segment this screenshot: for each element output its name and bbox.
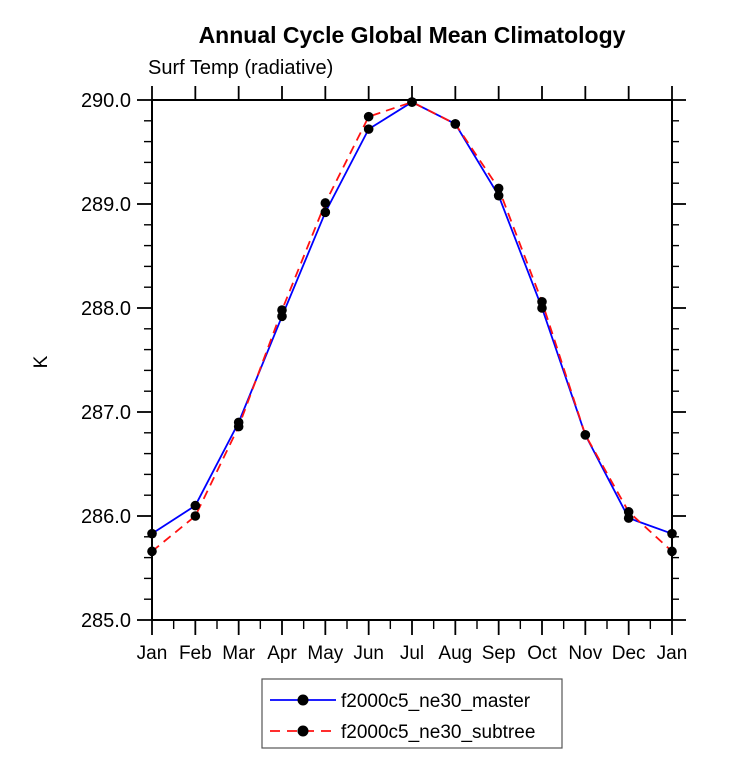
x-tick-label: Jan xyxy=(657,643,688,664)
legend-marker-icon xyxy=(297,725,309,737)
data-point-marker xyxy=(537,296,547,307)
data-point-marker xyxy=(233,421,244,432)
y-tick-label: 285.0 xyxy=(81,610,131,632)
data-point-marker xyxy=(623,507,634,517)
y-tick-label: 288.0 xyxy=(81,298,131,320)
y-axis-label: K xyxy=(31,355,52,368)
x-tick-label: Jun xyxy=(353,643,384,664)
series-line-f2000c5_ne30_master xyxy=(151,101,673,535)
data-point-marker xyxy=(190,500,201,511)
data-point-marker xyxy=(363,124,374,134)
data-point-marker xyxy=(147,546,157,557)
x-tick-label: Apr xyxy=(267,643,297,664)
data-point-marker xyxy=(493,183,504,194)
x-tick-label: Oct xyxy=(527,643,557,664)
y-tick-label: 289.0 xyxy=(81,194,131,216)
data-point-marker xyxy=(407,97,417,107)
x-tick-label: Jan xyxy=(137,643,168,664)
data-point-marker xyxy=(190,511,201,521)
legend-label-master: f2000c5_ne30_master xyxy=(341,691,531,712)
x-tick-label: Mar xyxy=(222,643,255,664)
chart-subtitle: Surf Temp (radiative) xyxy=(148,57,334,79)
x-tick-label: Aug xyxy=(438,643,472,664)
axis-frame xyxy=(151,99,673,621)
data-point-marker xyxy=(363,111,374,122)
data-point-marker xyxy=(147,528,157,539)
data-point-marker xyxy=(320,198,331,208)
legend-box xyxy=(261,678,563,749)
legend-marker-icon xyxy=(297,694,309,706)
data-point-marker xyxy=(277,305,287,315)
y-tick-label: 286.0 xyxy=(81,506,131,528)
chart-title: Annual Cycle Global Mean Climatology xyxy=(198,22,626,48)
x-tick-label: Sep xyxy=(482,643,516,664)
y-tick-label: 290.0 xyxy=(81,90,131,112)
plot-area: 285.0 286.0 287.0 288.0 289.0 290.0 Jan Feb Mar A… xyxy=(81,86,687,664)
x-tick-label: Nov xyxy=(568,643,602,664)
x-tick-label: Dec xyxy=(612,643,646,664)
x-tick-label: May xyxy=(307,643,343,664)
data-point-marker xyxy=(667,546,677,557)
data-point-marker xyxy=(450,119,461,129)
data-point-marker xyxy=(320,207,331,218)
x-tick-label: Jul xyxy=(400,643,424,664)
data-point-marker xyxy=(667,528,677,539)
data-point-marker xyxy=(580,430,591,440)
data-point-marker xyxy=(493,190,504,201)
legend-label-subtree: f2000c5_ne30_subtree xyxy=(341,722,535,743)
y-tick-label: 287.0 xyxy=(81,402,131,424)
legend: f2000c5_ne30_master f2000c5_ne30_subtree xyxy=(261,678,563,749)
x-tick-label: Feb xyxy=(179,643,212,664)
series-line-f2000c5_ne30_subtree xyxy=(151,101,673,553)
